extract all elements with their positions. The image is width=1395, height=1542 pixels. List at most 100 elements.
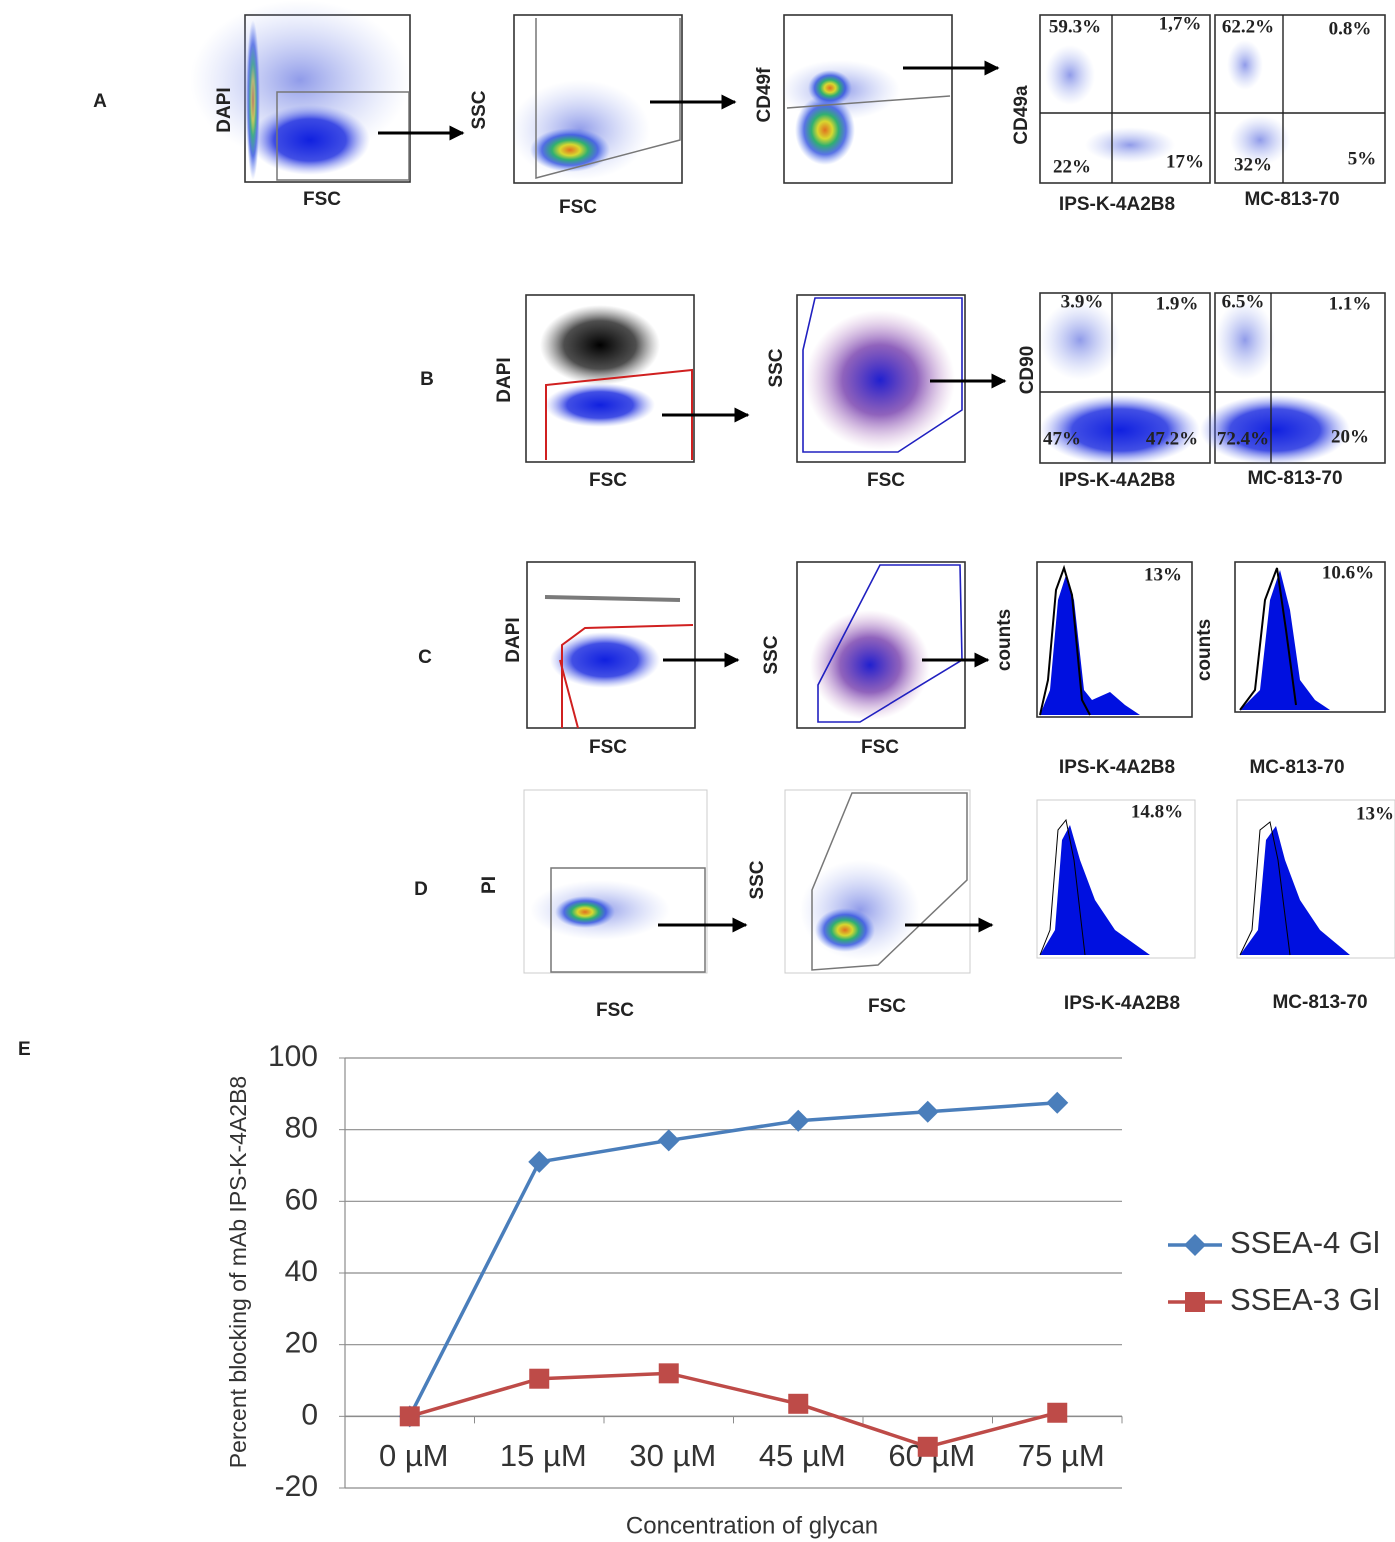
percent-label: 47.2%	[1146, 428, 1198, 449]
gate	[811, 792, 968, 971]
axis-label: MC-813-70	[1272, 992, 1367, 1013]
axis-label: counts	[994, 609, 1015, 671]
density	[1215, 300, 1275, 380]
percent-label: 62.2%	[1222, 16, 1274, 37]
axis-label: FSC	[589, 737, 627, 758]
density	[808, 70, 852, 106]
series-line	[409, 1371, 1058, 1449]
density	[795, 95, 855, 165]
axis-label: FSC	[303, 189, 341, 210]
y-tick-label: -20	[275, 1470, 318, 1503]
gate	[559, 624, 694, 729]
axis-label: SSC	[766, 348, 787, 387]
density	[1085, 127, 1175, 163]
gate	[276, 91, 410, 181]
y-axis-title: Percent blocking of mAb IPS-K-4A2B8	[225, 1076, 251, 1468]
histogram	[1039, 564, 1091, 716]
axis-label: counts	[1194, 619, 1215, 681]
data-point	[788, 1393, 809, 1414]
percent-label: 1,7%	[1159, 13, 1202, 34]
percent-label: 20%	[1331, 426, 1369, 447]
axis-label: CD90	[1017, 346, 1038, 395]
percent-label: 14.8%	[1131, 801, 1183, 822]
data-point	[658, 1363, 679, 1384]
percent-label: 1.1%	[1329, 293, 1372, 314]
density	[810, 610, 930, 720]
x-tick-label: 15 µM	[500, 1438, 587, 1473]
percent-label: 22%	[1053, 156, 1091, 177]
percent-label: 59.3%	[1049, 16, 1101, 37]
axis-label: FSC	[589, 470, 627, 491]
data-point	[1046, 1091, 1069, 1114]
histogram	[1239, 567, 1297, 711]
density	[544, 595, 681, 602]
axis-label: DAPI	[214, 87, 235, 132]
gate	[802, 297, 963, 453]
x-axis-title: Concentration of glycan	[626, 1512, 878, 1539]
density	[555, 896, 615, 928]
axis-label: SSC	[469, 90, 490, 129]
percent-label: 6.5%	[1222, 291, 1265, 312]
gate	[817, 564, 963, 723]
axis-label: CD49a	[1011, 85, 1032, 145]
histogram	[1240, 826, 1350, 955]
density	[530, 128, 610, 172]
x-tick-label: 45 µM	[759, 1438, 846, 1473]
panel-letter: B	[420, 369, 434, 390]
data-point	[657, 1129, 680, 1152]
density	[1227, 40, 1263, 90]
density	[250, 105, 370, 175]
axis-label: MC-813-70	[1247, 468, 1342, 489]
gate	[535, 18, 681, 179]
density	[1040, 300, 1120, 380]
axis-label: CD49f	[754, 67, 775, 123]
y-tick-label: 40	[285, 1255, 318, 1288]
y-tick-label: 100	[268, 1040, 318, 1073]
axis-label: IPS-K-4A2B8	[1059, 194, 1175, 215]
data-point	[529, 1368, 550, 1389]
density	[805, 310, 955, 450]
axis-label: SSC	[747, 860, 768, 899]
percent-label: 3.9%	[1061, 291, 1104, 312]
percent-label: 0.8%	[1329, 18, 1372, 39]
axis-label: IPS-K-4A2B8	[1064, 993, 1180, 1014]
y-tick-label: 20	[285, 1327, 318, 1360]
axis-label: IPS-K-4A2B8	[1059, 757, 1175, 778]
axis-label: IPS-K-4A2B8	[1059, 470, 1175, 491]
axis-label: FSC	[867, 470, 905, 491]
density	[1040, 395, 1200, 465]
data-point	[399, 1406, 420, 1427]
x-tick-label: 0 µM	[379, 1438, 449, 1473]
panel-letter: D	[414, 879, 428, 900]
panel-letter: C	[418, 647, 432, 668]
axis-label: FSC	[559, 197, 597, 218]
percent-label: 13%	[1144, 564, 1182, 585]
panel-letter: E	[18, 1039, 31, 1060]
axis-label: FSC	[868, 996, 906, 1017]
percent-label: 32%	[1234, 154, 1272, 175]
data-point	[916, 1100, 939, 1123]
gate	[550, 867, 706, 973]
legend-label: SSEA-3 Gl	[1230, 1282, 1380, 1317]
density	[1230, 115, 1290, 165]
gate	[786, 95, 951, 109]
data-point	[917, 1436, 938, 1457]
percent-label: 72.4%	[1217, 428, 1269, 449]
density	[545, 383, 655, 427]
percent-label: 10.6%	[1322, 562, 1374, 583]
histogram	[1239, 821, 1291, 956]
panel-letter: A	[93, 91, 107, 112]
histogram	[1039, 818, 1086, 956]
x-tick-label: 30 µM	[629, 1438, 716, 1473]
data-point	[528, 1150, 551, 1173]
axis-label: SSC	[761, 635, 782, 674]
data-point	[787, 1109, 810, 1132]
x-tick-label: 75 µM	[1018, 1438, 1105, 1473]
percent-label: 5%	[1348, 148, 1377, 169]
axis-label: DAPI	[503, 617, 524, 662]
density	[815, 908, 875, 952]
axis-label: MC-813-70	[1244, 189, 1339, 210]
axis-label: MC-813-70	[1249, 757, 1344, 778]
percent-label: 13%	[1356, 803, 1394, 824]
